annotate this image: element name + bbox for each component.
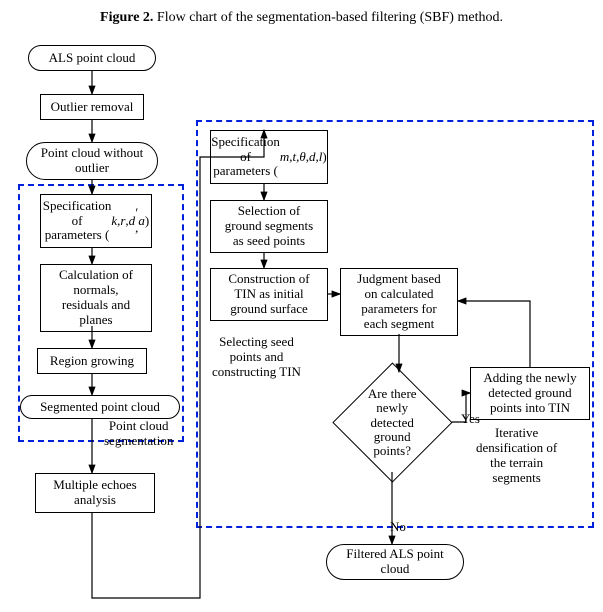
edge-e8 [92,130,264,598]
edge-e13 [452,393,470,422]
flowchart-canvas: Figure 2. Flow chart of the segmentation… [0,0,603,612]
flowchart-arrows [0,0,603,612]
edge-e14 [458,301,530,367]
